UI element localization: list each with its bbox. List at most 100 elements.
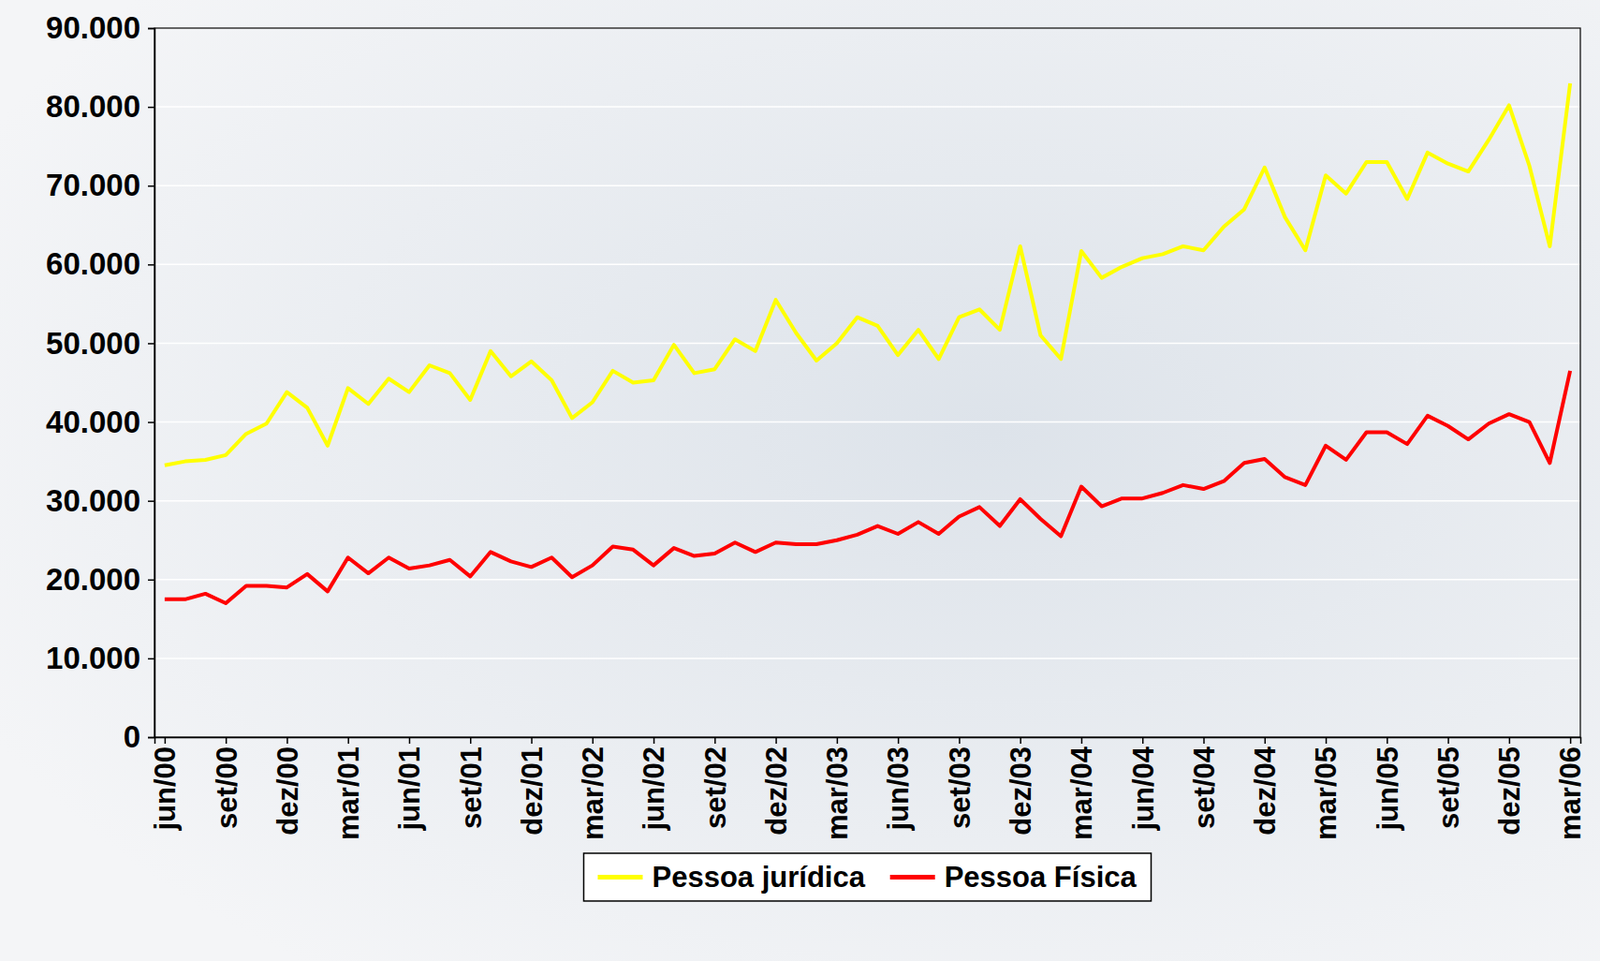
x-tick-label: mar/01 <box>332 746 366 840</box>
x-axis: jun/00 set/00 dez/00 mar/01 jun/01 set/01 dez/… <box>148 736 1587 840</box>
y-tick-mark <box>147 342 155 345</box>
x-tick: dez/01 <box>515 736 549 836</box>
y-tick: 60.000 <box>45 246 155 281</box>
x-tick: dez/05 <box>1493 736 1527 836</box>
x-tick: jun/02 <box>637 736 671 832</box>
grid-line <box>154 657 1581 660</box>
x-tick: jun/04 <box>1127 736 1160 832</box>
grid-line <box>154 421 1581 424</box>
x-tick: mar/02 <box>576 736 610 840</box>
x-tick-label: set/05 <box>1432 746 1466 829</box>
y-tick: 50.000 <box>45 325 155 361</box>
y-tick-label: 0 <box>123 719 141 754</box>
y-tick-mark <box>147 499 155 502</box>
grid <box>154 28 1581 737</box>
grid-line <box>154 578 1581 581</box>
x-tick-label: jun/03 <box>881 746 915 832</box>
x-tick: dez/00 <box>271 736 305 836</box>
x-tick-label: set/00 <box>210 746 244 829</box>
y-tick: 40.000 <box>45 404 155 440</box>
x-tick: set/04 <box>1188 736 1221 829</box>
grid-line <box>154 499 1581 502</box>
chart: 0 10.000 20.000 30.000 40.000 50.000 60.000 70.… <box>0 0 1600 961</box>
x-tick-label: jun/00 <box>148 746 182 832</box>
x-tick-label: set/01 <box>455 746 488 829</box>
x-tick-label: dez/03 <box>1004 746 1038 836</box>
legend-item: Pessoa jurídica <box>597 860 866 894</box>
x-tick-label: mar/04 <box>1065 745 1099 840</box>
y-tick-label: 10.000 <box>45 640 141 676</box>
x-tick-label: jun/05 <box>1371 746 1405 832</box>
y-tick-mark <box>147 185 155 188</box>
y-tick: 10.000 <box>45 640 155 676</box>
x-tick: mar/04 <box>1065 736 1099 840</box>
x-tick-mark <box>1386 736 1389 744</box>
x-tick-mark <box>775 736 778 744</box>
x-tick-mark <box>347 736 350 744</box>
y-tick-mark <box>147 736 155 739</box>
x-tick: dez/04 <box>1248 736 1282 836</box>
x-tick-mark <box>164 736 167 744</box>
x-tick: jun/03 <box>881 736 915 832</box>
y-tick-label: 80.000 <box>45 88 141 124</box>
x-tick-mark <box>409 736 412 744</box>
y-tick: 70.000 <box>45 167 155 203</box>
x-tick-label: set/02 <box>699 746 733 829</box>
x-tick: jun/01 <box>393 736 426 832</box>
legend-box <box>583 852 1151 901</box>
plot-frame <box>154 28 1581 737</box>
y-tick: 80.000 <box>45 88 155 124</box>
x-tick-mark <box>530 736 533 744</box>
series-line <box>164 83 1571 466</box>
x-tick-mark <box>958 736 961 744</box>
legend: Pessoa jurídica Pessoa Física <box>583 852 1151 901</box>
x-tick-mark <box>286 736 289 744</box>
x-tick: set/05 <box>1432 736 1466 829</box>
y-axis: 0 10.000 20.000 30.000 40.000 50.000 60.000 70.… <box>45 10 155 754</box>
x-tick-mark <box>469 736 472 744</box>
x-tick-mark <box>836 736 839 744</box>
x-tick-mark <box>1019 736 1022 744</box>
legend-label: Pessoa jurídica <box>651 860 866 894</box>
y-tick-mark <box>147 579 155 582</box>
legend-swatch <box>597 874 643 880</box>
grid-line <box>154 342 1581 345</box>
x-tick-label: jun/04 <box>1127 745 1160 831</box>
y-tick-mark <box>147 658 155 661</box>
x-tick-label: jun/02 <box>637 746 671 832</box>
x-tick-mark <box>1142 736 1145 744</box>
y-tick: 30.000 <box>45 483 155 518</box>
x-tick-label: set/03 <box>943 746 977 829</box>
y-tick-label: 90.000 <box>45 10 141 45</box>
x-tick-label: dez/05 <box>1493 746 1527 836</box>
series-line <box>164 370 1571 603</box>
y-tick-mark <box>147 421 155 424</box>
x-tick-mark <box>1081 736 1084 744</box>
x-tick: mar/06 <box>1554 736 1587 840</box>
x-tick-mark <box>1203 736 1205 744</box>
y-tick-label: 50.000 <box>45 325 141 361</box>
x-tick-mark <box>225 736 228 744</box>
x-tick-mark <box>592 736 595 744</box>
x-tick: set/01 <box>455 736 488 829</box>
y-tick-mark <box>147 264 155 266</box>
x-tick-label: mar/05 <box>1309 746 1343 840</box>
x-tick-mark <box>1509 736 1512 744</box>
y-tick-label: 70.000 <box>45 167 141 203</box>
x-tick: mar/03 <box>821 736 854 840</box>
y-tick-mark <box>147 28 155 30</box>
x-tick: jun/00 <box>148 736 182 832</box>
x-tick: dez/03 <box>1004 736 1038 836</box>
y-tick-mark <box>147 106 155 109</box>
legend-item: Pessoa Física <box>890 860 1138 894</box>
y-tick-label: 40.000 <box>45 404 141 440</box>
x-tick: set/03 <box>943 736 977 829</box>
y-tick-label: 60.000 <box>45 246 141 281</box>
y-tick: 20.000 <box>45 561 155 597</box>
x-tick-label: dez/00 <box>271 746 305 836</box>
x-tick-mark <box>1264 736 1267 744</box>
y-axis-line <box>147 29 156 738</box>
x-tick-mark <box>1325 736 1328 744</box>
y-tick-label: 30.000 <box>45 483 141 518</box>
x-tick-mark <box>1447 736 1450 744</box>
